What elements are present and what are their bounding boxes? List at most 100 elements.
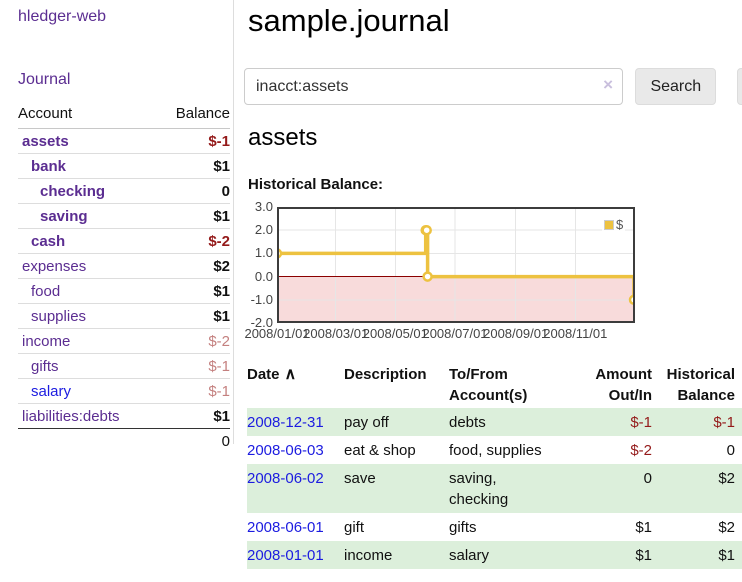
transaction-balance: $-1 bbox=[713, 414, 735, 431]
sidebar-account-row: supplies $1 bbox=[18, 303, 230, 329]
sidebar-account-link[interactable]: saving bbox=[40, 208, 88, 225]
sidebar-account-rows: assets $-1 bank $1 checking 0 saving $1 cash $-2 e… bbox=[18, 129, 230, 429]
help-button[interactable]: ? bbox=[736, 68, 742, 105]
sidebar-account-link[interactable]: assets bbox=[22, 133, 69, 150]
main-content: sample.journal × Search ? assets Histori… bbox=[244, 0, 742, 582]
sidebar-account-balance: $-1 bbox=[208, 358, 230, 375]
search-input[interactable] bbox=[244, 68, 623, 105]
nav-journal: Journal bbox=[18, 71, 70, 89]
register-header-date[interactable]: Date ∧ bbox=[247, 362, 344, 408]
y-tick-label: 2.0 bbox=[254, 222, 273, 238]
transaction-amount: $-2 bbox=[630, 442, 652, 459]
y-tick-label: 3.0 bbox=[254, 199, 273, 214]
sidebar-account-balance: $1 bbox=[213, 283, 230, 300]
sidebar-account-row: saving $1 bbox=[18, 203, 230, 229]
sidebar-account-link[interactable]: gifts bbox=[31, 358, 59, 375]
sidebar-account-row: cash $-2 bbox=[18, 228, 230, 254]
register-header-accounts[interactable]: To/From Account(s) bbox=[449, 366, 528, 404]
sidebar-account-cell: salary bbox=[18, 379, 156, 404]
sidebar-account-row: assets $-1 bbox=[18, 129, 230, 154]
sidebar: hledger-web Journal Account Balance asse… bbox=[0, 0, 233, 582]
sidebar-account-balance: $-1 bbox=[208, 383, 230, 400]
series-color-swatch bbox=[604, 219, 614, 230]
y-tick-label: -1.0 bbox=[250, 291, 273, 307]
sidebar-total-balance: 0 bbox=[221, 433, 230, 450]
sidebar-account-balance: 0 bbox=[221, 183, 230, 200]
register-header-amount[interactable]: Amount Out/In bbox=[595, 366, 652, 404]
sidebar-total-spacer bbox=[18, 429, 156, 454]
transaction-date-link[interactable]: 2008-06-03 bbox=[247, 442, 324, 459]
search-box: × bbox=[244, 68, 623, 105]
sidebar-account-link[interactable]: food bbox=[31, 283, 61, 300]
sidebar-account-row: food $1 bbox=[18, 278, 230, 304]
sidebar-account-row: gifts $-1 bbox=[18, 353, 230, 379]
transaction-date-link[interactable]: 2008-06-01 bbox=[247, 519, 324, 536]
sidebar-account-link[interactable]: cash bbox=[31, 233, 66, 250]
sidebar-header-account: Account bbox=[18, 103, 157, 129]
sidebar-header-row: Account Balance bbox=[18, 103, 230, 129]
sidebar-account-cell: cash bbox=[18, 229, 156, 254]
transaction-description: income bbox=[344, 547, 393, 564]
series-label: $ bbox=[616, 217, 624, 232]
sidebar-account-cell: supplies bbox=[18, 304, 156, 329]
sidebar-account-balance: $2 bbox=[213, 258, 230, 275]
sidebar-account-link[interactable]: supplies bbox=[31, 308, 87, 325]
sidebar-account-row: liabilities:debts $1 bbox=[18, 403, 230, 429]
transaction-date-cell: 2008-06-03 bbox=[247, 436, 344, 464]
sidebar-account-cell: income bbox=[18, 329, 156, 354]
register-header-description[interactable]: Description bbox=[344, 366, 427, 383]
sidebar-account-row: checking 0 bbox=[18, 178, 230, 204]
register-header-balance[interactable]: Historical Balance bbox=[666, 366, 735, 404]
sidebar-account-table: Account Balance assets $-1 bank $1 checking 0… bbox=[18, 103, 230, 453]
sidebar-header-balance: Balance bbox=[156, 103, 230, 129]
register-rows: 2008-12-31 pay off debts $-1 $-1 2008-06-03 ea… bbox=[247, 408, 742, 569]
transaction-date-link[interactable]: 2008-06-02 bbox=[247, 470, 324, 487]
sidebar-account-link[interactable]: liabilities:debts bbox=[22, 408, 120, 425]
chart-legend: $ bbox=[602, 217, 626, 232]
journal-link[interactable]: Journal bbox=[18, 71, 71, 88]
register-row: 2008-12-31 pay off debts $-1 $-1 bbox=[247, 408, 742, 436]
sidebar-account-link[interactable]: income bbox=[22, 333, 71, 350]
sidebar-account-row: salary $-1 bbox=[18, 378, 230, 404]
register-header-date-label: Date bbox=[247, 366, 280, 383]
register-row: 2008-06-02 save saving, checking 0 $2 bbox=[247, 464, 742, 513]
transaction-accounts: salary bbox=[449, 547, 490, 564]
transaction-amount: $-1 bbox=[630, 414, 652, 431]
clear-search-icon[interactable]: × bbox=[603, 75, 613, 94]
transaction-description: pay off bbox=[344, 414, 389, 431]
sidebar-account-link[interactable]: bank bbox=[31, 158, 67, 175]
sidebar-account-cell: saving bbox=[18, 204, 156, 229]
sidebar-account-cell: gifts bbox=[18, 354, 156, 379]
sidebar-account-cell: expenses bbox=[18, 254, 156, 279]
x-tick-label: 2008/05/01 bbox=[362, 326, 428, 341]
sidebar-account-row: bank $1 bbox=[18, 153, 230, 179]
register-header-row: Date ∧ Description To/From Account(s) Amo… bbox=[247, 362, 742, 408]
x-tick-label: 2008/11/01 bbox=[543, 326, 608, 341]
search-form: × Search ? bbox=[244, 68, 742, 105]
transaction-date-cell: 2008-01-01 bbox=[247, 541, 344, 569]
transaction-date-link[interactable]: 2008-12-31 bbox=[247, 414, 324, 431]
sidebar-account-row: expenses $2 bbox=[18, 253, 230, 279]
account-heading: assets bbox=[248, 124, 318, 151]
transaction-balance: $2 bbox=[718, 470, 735, 487]
search-button[interactable]: Search bbox=[635, 68, 717, 105]
app-brand[interactable]: hledger-web bbox=[18, 8, 107, 25]
transaction-accounts: saving, checking bbox=[449, 470, 509, 508]
sidebar-account-link[interactable]: expenses bbox=[22, 258, 87, 275]
register-row: 2008-06-03 eat & shop food, supplies $-2 0 bbox=[247, 436, 742, 464]
transaction-description: save bbox=[344, 470, 376, 487]
transaction-balance: $1 bbox=[718, 547, 735, 564]
sort-ascending-icon: ∧ bbox=[284, 366, 297, 383]
balance-chart: 3.0 2.0 1.0 0.0 -1.0 -2.0 2008/01/01 2008/03/0… bbox=[244, 199, 685, 346]
sidebar-account-link[interactable]: checking bbox=[40, 183, 106, 200]
transaction-date-link[interactable]: 2008-01-01 bbox=[247, 547, 324, 564]
sidebar-account-balance: $1 bbox=[213, 208, 230, 225]
transaction-amount: 0 bbox=[643, 470, 652, 487]
sidebar-account-link[interactable]: salary bbox=[31, 383, 72, 400]
x-tick-label: 2008/07/01 bbox=[422, 326, 488, 341]
transaction-accounts: debts bbox=[449, 414, 486, 431]
sidebar-total-row: 0 bbox=[18, 428, 230, 454]
x-tick-label: 2008/09/01 bbox=[483, 326, 549, 341]
transaction-balance: 0 bbox=[726, 442, 735, 459]
sidebar-account-balance: $-2 bbox=[208, 333, 230, 350]
